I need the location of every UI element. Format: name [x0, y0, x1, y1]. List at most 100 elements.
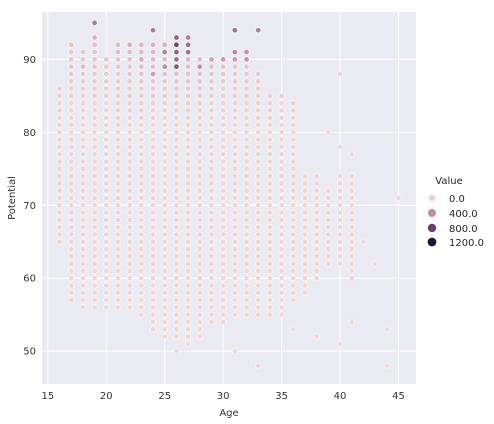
data-point — [290, 209, 297, 216]
data-point — [220, 318, 227, 325]
data-point — [56, 85, 63, 92]
data-point — [173, 275, 180, 282]
data-point — [79, 216, 86, 223]
data-point — [243, 63, 250, 70]
data-point — [150, 100, 157, 107]
data-point — [337, 202, 344, 209]
data-point — [278, 187, 285, 194]
data-point — [220, 56, 227, 63]
data-point — [208, 311, 215, 318]
data-point — [208, 224, 215, 231]
data-point — [243, 165, 250, 172]
data-point — [150, 311, 157, 318]
data-point — [208, 289, 215, 296]
data-point — [313, 195, 320, 202]
data-point — [173, 56, 180, 63]
data-point — [266, 202, 273, 209]
legend-marker-1 — [428, 209, 436, 217]
data-point — [150, 304, 157, 311]
data-point — [79, 56, 86, 63]
data-point — [126, 41, 133, 48]
data-point — [56, 151, 63, 158]
data-point — [185, 151, 192, 158]
data-point — [114, 143, 121, 150]
data-point — [150, 71, 157, 78]
data-point — [220, 173, 227, 180]
data-point — [278, 209, 285, 216]
data-point — [103, 202, 110, 209]
data-point — [208, 260, 215, 267]
data-point — [150, 260, 157, 267]
data-point — [220, 180, 227, 187]
data-point — [114, 202, 121, 209]
data-point — [114, 238, 121, 245]
data-point — [161, 151, 168, 158]
data-point — [278, 122, 285, 129]
data-point — [220, 143, 227, 150]
data-point — [266, 173, 273, 180]
data-point — [138, 195, 145, 202]
data-point — [301, 209, 308, 216]
data-point — [185, 238, 192, 245]
data-point — [79, 282, 86, 289]
data-point — [138, 216, 145, 223]
data-point — [68, 63, 75, 70]
legend-marker-0 — [428, 194, 436, 202]
data-point — [196, 100, 203, 107]
data-point — [196, 151, 203, 158]
data-point — [337, 340, 344, 347]
data-point — [301, 180, 308, 187]
data-point — [91, 129, 98, 136]
data-point — [185, 85, 192, 92]
data-point — [348, 151, 355, 158]
data-point — [173, 187, 180, 194]
data-point — [126, 85, 133, 92]
data-point — [161, 209, 168, 216]
data-point — [255, 27, 262, 34]
data-point — [325, 216, 332, 223]
data-point — [138, 304, 145, 311]
data-point — [266, 195, 273, 202]
data-point — [278, 158, 285, 165]
data-point — [255, 304, 262, 311]
data-point — [126, 56, 133, 63]
data-point — [220, 158, 227, 165]
data-point — [220, 151, 227, 158]
data-point — [126, 158, 133, 165]
data-point — [185, 92, 192, 99]
data-point — [150, 173, 157, 180]
data-point — [231, 56, 238, 63]
data-point — [91, 165, 98, 172]
data-point — [161, 100, 168, 107]
data-point — [138, 158, 145, 165]
data-point — [68, 107, 75, 114]
data-point — [126, 216, 133, 223]
data-point — [348, 260, 355, 267]
data-point — [185, 318, 192, 325]
data-point — [103, 224, 110, 231]
data-point — [173, 92, 180, 99]
data-point — [313, 253, 320, 260]
data-point — [255, 173, 262, 180]
data-point — [161, 92, 168, 99]
data-point — [173, 180, 180, 187]
data-point — [290, 224, 297, 231]
data-point — [114, 304, 121, 311]
data-point — [290, 107, 297, 114]
data-point — [161, 333, 168, 340]
data-point — [243, 289, 250, 296]
data-point — [278, 304, 285, 311]
data-point — [79, 260, 86, 267]
data-point — [337, 71, 344, 78]
data-point — [138, 49, 145, 56]
data-point — [79, 253, 86, 260]
data-point — [126, 260, 133, 267]
data-point — [185, 289, 192, 296]
data-point — [301, 224, 308, 231]
data-point — [103, 187, 110, 194]
data-point — [68, 143, 75, 150]
data-point — [255, 246, 262, 253]
data-point — [126, 304, 133, 311]
data-point — [103, 122, 110, 129]
